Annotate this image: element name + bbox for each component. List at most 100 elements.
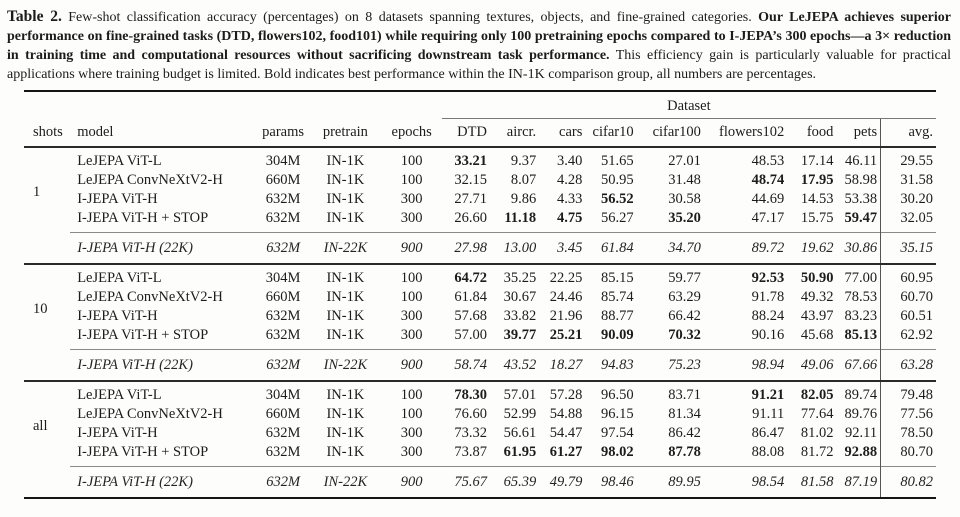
model-cell: I-JEPA ViT-H [77, 308, 158, 324]
value-cell: 85.15 [600, 270, 634, 286]
pretrain-cell: IN-1K [326, 191, 365, 207]
model-cell: I-JEPA ViT-H (22K) [70, 232, 257, 264]
value-cell: 52.99 [503, 406, 537, 422]
model-cell: LeJEPA ViT-L [77, 270, 162, 286]
model-cell: LeJEPA ConvNeXtV2-H [77, 172, 223, 188]
reference-row: I-JEPA ViT-H (22K) 632M IN-22K 900 58.74 43.5… [24, 349, 936, 381]
value-cell: 57.01 [503, 387, 537, 403]
value-cell: 96.15 [600, 406, 634, 422]
value-cell: 13.00 [489, 232, 540, 264]
caption-highlight: Our LeJEPA achieves superior performance… [7, 10, 952, 63]
table-row: 1 LeJEPA ViT-L 304M IN-1K 100 33.21 9.37 3.40 51… [24, 147, 936, 200]
value-cell: 48.53 [751, 153, 785, 169]
value-cell: 89.95 [636, 466, 704, 498]
value-cell: 50.95 [600, 172, 634, 188]
value-cell: 60.51 [880, 307, 936, 326]
value-cell: 78.50 [880, 424, 936, 443]
caption-intro: Few-shot classification accuracy (percen… [68, 10, 752, 25]
shots-cell: 10 [33, 300, 48, 317]
value-cell: 21.96 [549, 308, 583, 324]
value-cell: 66.42 [668, 308, 701, 324]
value-cell: 81.58 [787, 466, 837, 498]
value-cell: 96.50 [600, 387, 634, 403]
value-cell: 35.15 [880, 232, 936, 264]
value-cell: 9.86 [510, 191, 537, 207]
epochs-cell: 100 [400, 270, 423, 286]
value-cell: 61.27 [549, 444, 583, 460]
pretrain-cell: IN-1K [326, 172, 365, 188]
value-cell: 85.74 [600, 289, 634, 305]
value-cell: 97.54 [600, 425, 634, 441]
value-cell: 73.87 [454, 444, 487, 460]
value-cell: 67.66 [836, 349, 881, 381]
value-cell: 35.20 [668, 210, 701, 226]
params-cell: 632M [265, 444, 301, 460]
epochs-cell: 100 [400, 387, 423, 403]
value-cell: 92.88 [844, 444, 878, 460]
epochs-cell: 100 [400, 406, 423, 422]
value-cell: 47.17 [751, 210, 785, 226]
col-header-aircr: aircr. [506, 124, 537, 140]
params-cell: 660M [265, 289, 301, 305]
table-row: LeJEPA ConvNeXtV2-H 660M IN-1K 100 76.60 52.9… [24, 405, 936, 424]
value-cell: 27.98 [441, 232, 490, 264]
value-cell: 17.14 [800, 153, 834, 169]
value-cell: 62.92 [880, 326, 936, 350]
dataset-span-row: Dataset [24, 91, 936, 119]
value-cell: 70.32 [668, 327, 701, 343]
value-cell: 24.46 [549, 289, 583, 305]
value-cell: 83.23 [844, 308, 878, 324]
params-cell: 632M [265, 327, 301, 343]
value-cell: 85.13 [844, 327, 878, 343]
value-cell: 51.65 [600, 153, 634, 169]
params-cell: 660M [265, 172, 301, 188]
value-cell: 18.27 [539, 349, 586, 381]
value-cell: 60.70 [880, 288, 936, 307]
value-cell: 73.32 [454, 425, 487, 441]
value-cell: 50.90 [800, 270, 834, 286]
value-cell: 8.07 [510, 172, 537, 188]
value-cell: 58.98 [844, 172, 878, 188]
value-cell: 64.72 [454, 270, 487, 286]
value-cell: 91.78 [751, 289, 785, 305]
shots-group-10: 10 LeJEPA ViT-L 304M IN-1K 100 64.72 35.25 22.2… [24, 264, 936, 381]
value-cell: 83.71 [668, 387, 701, 403]
value-cell: 54.47 [549, 425, 583, 441]
params-cell: 632M [257, 466, 310, 498]
pretrain-cell: IN-22K [309, 349, 382, 381]
epochs-cell: 100 [400, 153, 423, 169]
params-cell: 660M [265, 406, 301, 422]
value-cell: 80.70 [880, 443, 936, 467]
value-cell: 98.54 [703, 466, 788, 498]
col-header-epochs: epochs [391, 124, 432, 140]
pretrain-cell: IN-1K [326, 327, 365, 343]
model-cell: LeJEPA ConvNeXtV2-H [77, 289, 223, 305]
results-table: Dataset shots model params pretrain epoc… [24, 90, 936, 499]
value-cell: 98.94 [703, 349, 788, 381]
table-row: 10 LeJEPA ViT-L 304M IN-1K 100 64.72 35.25 22.2… [24, 264, 936, 317]
params-cell: 632M [265, 308, 301, 324]
model-cell: I-JEPA ViT-H (22K) [70, 466, 257, 498]
value-cell: 39.77 [503, 327, 537, 343]
value-cell: 94.83 [585, 349, 637, 381]
params-cell: 632M [265, 210, 301, 226]
value-cell: 89.76 [844, 406, 878, 422]
pretrain-cell: IN-22K [309, 232, 382, 264]
value-cell: 11.18 [504, 210, 537, 226]
value-cell: 48.74 [751, 172, 785, 188]
value-cell: 4.75 [557, 210, 583, 226]
table-row: I-JEPA ViT-H 632M IN-1K 300 73.32 56.61 54.47 9… [24, 424, 936, 443]
value-cell: 43.52 [489, 349, 540, 381]
value-cell: 98.46 [585, 466, 637, 498]
value-cell: 78.30 [454, 387, 487, 403]
value-cell: 90.16 [751, 327, 785, 343]
col-header-cars: cars [559, 124, 583, 140]
table-caption: Table 2. Few-shot classification accurac… [7, 7, 951, 84]
value-cell: 87.78 [668, 444, 701, 460]
model-cell: I-JEPA ViT-H + STOP [77, 327, 209, 343]
value-cell: 77.56 [880, 405, 936, 424]
dataset-group-header: Dataset [441, 91, 936, 119]
value-cell: 89.72 [703, 232, 788, 264]
value-cell: 9.37 [510, 153, 537, 169]
value-cell: 57.00 [454, 327, 487, 343]
